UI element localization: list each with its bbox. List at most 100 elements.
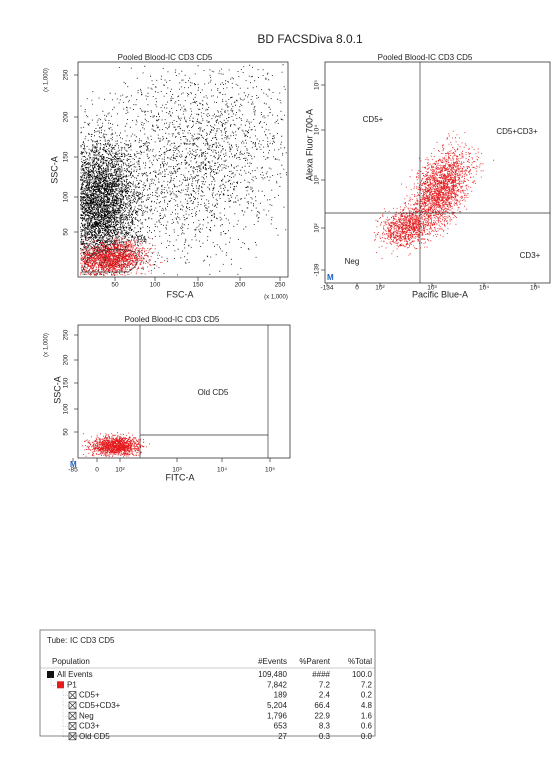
event-dots — [373, 203, 444, 259]
table-cell: 100.0 — [352, 670, 373, 679]
table-cell: 653 — [274, 722, 288, 731]
table-cell: #### — [312, 670, 330, 679]
table-cell: 7.2 — [361, 680, 373, 689]
x-tick-label: 10³ — [427, 285, 437, 292]
gate-label: Neg — [345, 257, 360, 266]
corner-mark: M — [327, 273, 334, 282]
y-tick-label: 100 — [63, 403, 70, 414]
tree-line — [62, 728, 69, 738]
population-name: P1 — [67, 680, 77, 689]
table-cell: 27 — [278, 732, 287, 741]
population-name: All Events — [57, 670, 93, 679]
population-icon-cross — [68, 701, 77, 710]
y-axis-label: SSC-A — [49, 156, 59, 184]
x-tick-label: 0 — [95, 467, 99, 474]
event-dots — [80, 64, 287, 276]
corner-mark: M — [70, 460, 77, 469]
table-cell: 8.3 — [319, 722, 331, 731]
event-dots — [80, 233, 166, 276]
population-icon — [68, 732, 77, 741]
plot-title: Pooled Blood-IC CD3 CD5 — [378, 53, 473, 62]
plot-frame — [77, 61, 289, 278]
population-icon-cross — [68, 711, 77, 720]
x-tick-label: 10² — [375, 285, 385, 292]
column-header: %Total — [348, 657, 372, 666]
plot-frame — [77, 324, 291, 459]
gate-label: CD5+CD3+ — [496, 127, 538, 136]
x-scale-note: (x 1,000) — [264, 295, 288, 301]
gate-label: CD3+ — [520, 251, 541, 260]
y-tick-label: 150 — [63, 151, 70, 162]
y-tick-label: 200 — [63, 354, 70, 365]
x-axis-label: FITC-A — [166, 472, 195, 482]
gate-label: P1 — [137, 235, 147, 244]
table-cell: 1,796 — [267, 711, 288, 720]
x-axis-label: FSC-A — [167, 289, 194, 299]
y-tick-label: 50 — [63, 428, 70, 436]
table-cell: 4.8 — [361, 701, 373, 710]
x-tick-label: 250 — [275, 282, 286, 289]
y-tick-label: -139 — [314, 263, 321, 276]
population-name: CD5+ — [79, 691, 100, 700]
y-tick-label: 100 — [63, 191, 70, 202]
table-cell: 7.2 — [319, 680, 331, 689]
y-scale-note: (x 1,000) — [44, 68, 50, 92]
x-tick-label: 10⁵ — [265, 467, 275, 474]
population-name: CD3+ — [79, 722, 100, 731]
population-icon-cross — [68, 722, 77, 730]
tube-label: Tube: — [47, 636, 67, 645]
report-title: BD FACSDiva 8.0.1 — [257, 32, 363, 46]
y-tick-label: 10⁴ — [314, 125, 321, 135]
tree-line — [62, 697, 69, 707]
event-dots — [392, 130, 495, 248]
table-cell: 66.4 — [314, 701, 330, 710]
tube-name: IC CD3 CD5 — [70, 636, 115, 645]
y-tick-label: 10² — [314, 222, 321, 232]
y-axis-label: SSC-A — [52, 376, 62, 404]
tree-line — [50, 677, 57, 686]
x-tick-label: 50 — [111, 282, 119, 289]
tree-line — [62, 708, 69, 717]
x-tick-label: 10³ — [172, 467, 182, 474]
table-cell: 1.6 — [361, 711, 373, 720]
plot-title: Pooled Blood-IC CD3 CD5 — [118, 53, 213, 62]
population-icon — [68, 701, 77, 710]
population-icon-cross — [68, 691, 77, 699]
x-tick-label: 10⁴ — [479, 285, 489, 292]
population-icon — [57, 681, 64, 689]
y-axis-label: Alexa Fluor 700-A — [304, 109, 314, 181]
table-cell: 22.9 — [314, 711, 330, 720]
table-box — [39, 629, 376, 737]
column-header: #Events — [258, 657, 287, 666]
gate-p1 — [81, 248, 138, 273]
y-tick-label: 10⁵ — [314, 80, 321, 90]
y-tick-label: 50 — [63, 228, 70, 236]
plot-title: Pooled Blood-IC CD3 CD5 — [125, 315, 220, 324]
population-name: Neg — [79, 711, 94, 720]
y-tick-label: 10³ — [314, 174, 321, 184]
x-tick-label: 0 — [355, 285, 359, 292]
y-tick-label: 200 — [63, 111, 70, 122]
y-tick-label: 150 — [63, 377, 70, 388]
x-tick-label: 100 — [150, 282, 161, 289]
population-icon — [68, 711, 77, 720]
population-name: CD5+CD3+ — [79, 701, 121, 710]
plot-frame — [324, 61, 551, 284]
population-icon — [68, 722, 77, 730]
gate-label: CD5+ — [363, 115, 384, 124]
y-tick-label: 250 — [63, 329, 70, 340]
x-tick-label: 150 — [193, 282, 204, 289]
population-icon — [47, 671, 54, 678]
table-cell: 2.4 — [319, 691, 331, 700]
column-header: %Parent — [299, 657, 330, 666]
table-cell: 0.6 — [361, 722, 373, 731]
x-tick-label: -85 — [68, 467, 78, 474]
population-icon-cross — [68, 732, 77, 741]
tree-line — [62, 718, 69, 727]
table-cell: 0.0 — [361, 732, 373, 741]
x-axis-label: Pacific Blue-A — [412, 289, 468, 299]
x-tick-label: -134 — [320, 285, 333, 292]
tree-line — [62, 687, 69, 696]
